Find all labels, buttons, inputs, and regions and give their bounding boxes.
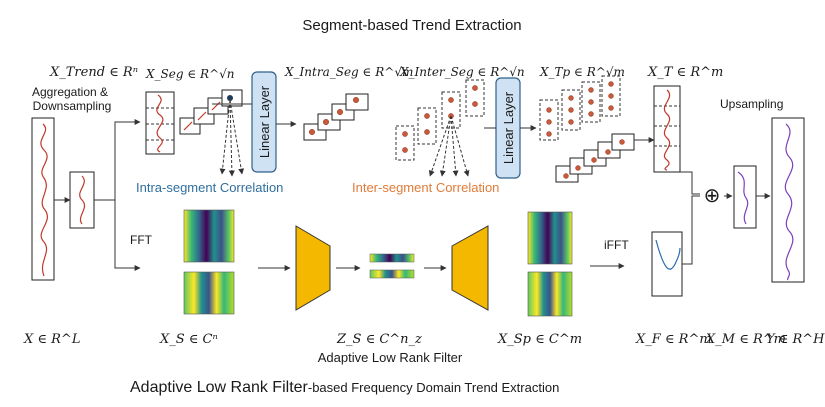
low-rank-decoder [451, 225, 489, 311]
y-output-label: Y ∈ R^H [766, 332, 825, 347]
seg-box [145, 91, 175, 155]
downsampled-wave [79, 175, 86, 225]
linear-layer-1-label: Linear Layer [257, 85, 272, 158]
arrow-to-seg [94, 119, 141, 201]
upsampling-label: Upsampling [720, 97, 783, 111]
x-sp-label: X_Sp ∈ C^m [497, 332, 582, 347]
xt-box [653, 85, 681, 173]
spectrum-top [183, 209, 235, 263]
y-box [771, 117, 805, 283]
spectrum-recon-bottom [527, 271, 573, 317]
top-title: Segment-based Trend Extraction [302, 17, 521, 34]
x-f-label: X_F ∈ R^m [635, 332, 712, 347]
filter-caption: Adaptive Low Rank Filter [318, 350, 463, 365]
x-intra-label: X_Intra_Seg ∈ R^√m [284, 65, 413, 79]
intra-seg-output [303, 93, 369, 141]
xm-wave [737, 171, 749, 225]
spectrum-recon-top [527, 211, 573, 265]
x-inter-label: X_Inter_Seg ∈ R^√n [399, 65, 525, 79]
x-t-label: X_T ∈ R^m [647, 65, 723, 80]
fft-label: FFT [130, 233, 153, 247]
intra-dash-2 [229, 99, 245, 175]
latent-bar-2 [369, 269, 415, 279]
agg-label-1: Aggregation & [32, 85, 108, 99]
intra-segments [179, 89, 243, 135]
seg-wave [156, 94, 164, 153]
linear-layer-1 [251, 71, 277, 173]
inter-corr-label: Inter-segment Correlation [352, 180, 499, 195]
x-m-label: X_M ∈ R^m [705, 332, 786, 347]
linear-layer-2-label: Linear Layer [501, 91, 516, 164]
x-s-label: X_S ∈ Cⁿ [159, 332, 218, 347]
x-seg-label: X_Seg ∈ R^√n [145, 67, 235, 81]
agg-label-2: Downsampling [33, 99, 112, 113]
spectrum-bottom [183, 271, 235, 315]
add-icon: ⊕ [704, 185, 721, 207]
arrow-to-fft [114, 200, 141, 271]
bottom-title-main: Adaptive Low Rank Filter-based Frequency… [130, 379, 559, 396]
low-rank-encoder [295, 225, 331, 311]
x-input-label: X ∈ R^L [23, 332, 80, 347]
intra-corr-label: Intra-segment Correlation [136, 180, 283, 195]
xf-wave [655, 239, 681, 270]
ifft-label: iFFT [604, 238, 629, 252]
intra-dash-1 [228, 99, 235, 177]
xt-wave [663, 89, 671, 171]
intra-dash-3 [219, 99, 231, 175]
x-trend-label: X_Trend ∈ Rⁿ [49, 65, 138, 80]
y-wave [784, 123, 794, 281]
z-s-label: Z_S ∈ C^n_z [336, 332, 422, 347]
input-series-wave [40, 123, 48, 277]
latent-bar-1 [369, 253, 415, 263]
tp-group [539, 75, 635, 183]
inter-seg-group [395, 79, 485, 161]
